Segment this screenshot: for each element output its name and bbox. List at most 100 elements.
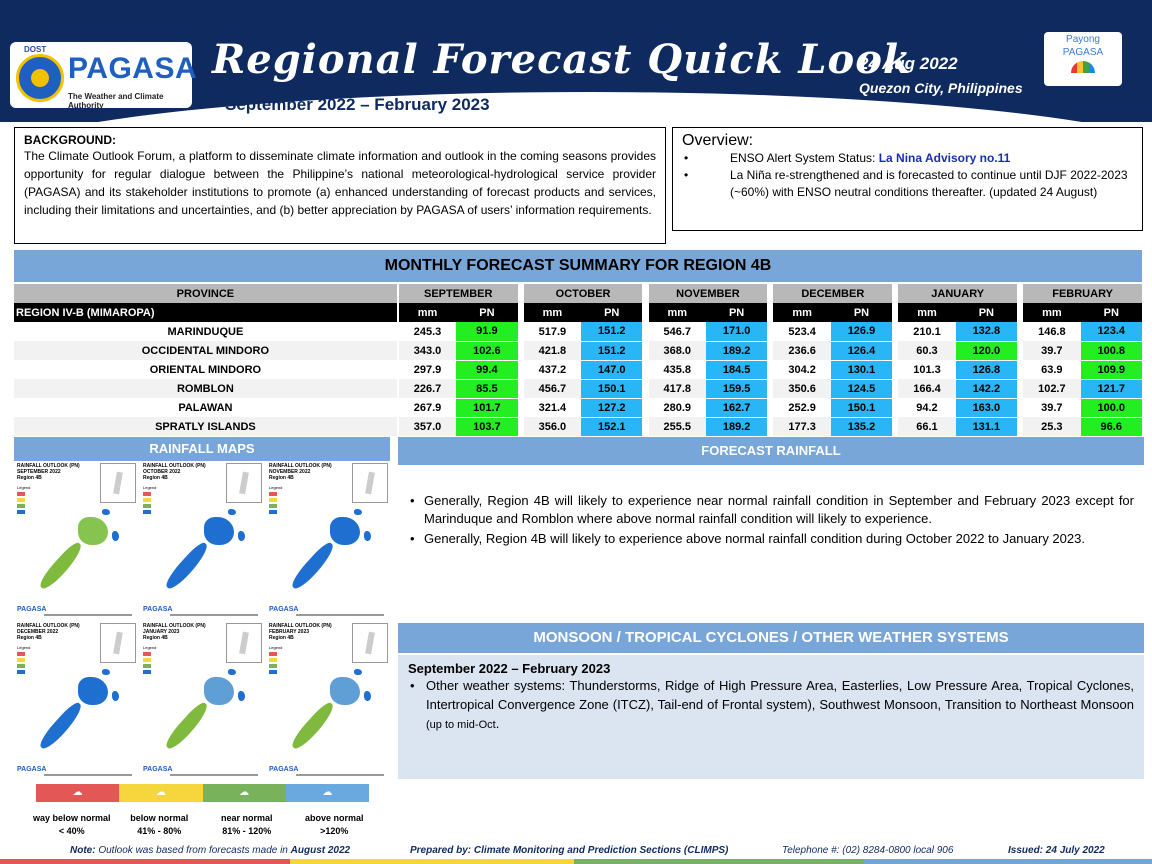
column-gap bbox=[642, 379, 649, 398]
footer-issued: Issued: 24 July 2022 bbox=[1008, 845, 1105, 856]
legend-swatch bbox=[269, 491, 277, 496]
scale-category: way below normal bbox=[32, 813, 111, 823]
legend-swatch bbox=[17, 509, 25, 514]
monsoon-item: Other weather systems: Thunderstorms, Ri… bbox=[408, 676, 1134, 735]
month-header: JANUARY bbox=[898, 284, 1018, 303]
rainfall-map: RAINFALL OUTLOOK (PN) JANUARY 2023 Region … bbox=[140, 621, 264, 779]
column-gap bbox=[767, 303, 774, 322]
header-banner: DOST PAGASA The Weather and Climate Auth… bbox=[0, 0, 1152, 122]
mm-value: 166.4 bbox=[898, 379, 956, 398]
legend-swatch bbox=[17, 663, 25, 668]
column-gap bbox=[396, 379, 399, 398]
romblon-shape bbox=[112, 691, 119, 701]
rainfall-maps-title: RAINFALL MAPS bbox=[14, 437, 390, 461]
mm-value: 280.9 bbox=[663, 401, 691, 414]
header-date: 24 Aug 2022 bbox=[859, 54, 958, 73]
map-region: Region 4B bbox=[17, 475, 42, 481]
map-scale-bar bbox=[170, 614, 258, 616]
rainfall-scale: ☁ ☁ ☁ ☁ bbox=[36, 784, 369, 802]
background-title: BACKGROUND: bbox=[24, 133, 116, 147]
mm-value: 39.7 bbox=[1023, 341, 1081, 360]
scale-label: below normal 41% - 80% bbox=[116, 812, 204, 838]
overview-item: ENSO Alert System Status: La Nina Adviso… bbox=[682, 150, 1133, 167]
province-name: ORIENTAL MINDORO bbox=[149, 363, 262, 376]
mm-value: 368.0 bbox=[648, 341, 706, 360]
month-header: OCTOBER bbox=[523, 284, 643, 303]
romblon-shape bbox=[364, 531, 371, 541]
palawan-shape bbox=[162, 539, 212, 593]
mm-value: 94.2 bbox=[916, 401, 938, 414]
pagasa-logo: DOST PAGASA The Weather and Climate Auth… bbox=[10, 42, 197, 110]
monsoon-item-end: . bbox=[495, 716, 500, 731]
legend-swatch bbox=[143, 491, 151, 496]
pn-value: 100.0 bbox=[1080, 398, 1142, 418]
legend-swatch bbox=[143, 651, 151, 656]
table-header-row: PROVINCE SEPTEMBER OCTOBER NOVEMBER DECEMBER… bbox=[14, 284, 1142, 303]
monsoon-title: MONSOON / TROPICAL CYCLONES / OTHER WEAT… bbox=[398, 623, 1144, 653]
mm-value: 456.7 bbox=[523, 379, 582, 398]
mm-value: 63.9 bbox=[1041, 363, 1063, 376]
rainfall-map: RAINFALL OUTLOOK (PN) DECEMBER 2022 Region… bbox=[14, 621, 138, 779]
mm-header: mm bbox=[1023, 303, 1081, 322]
column-gap bbox=[892, 379, 899, 398]
mm-header: mm bbox=[773, 303, 831, 322]
mm-header: mm bbox=[648, 303, 706, 322]
mm-value: 226.7 bbox=[398, 379, 457, 398]
pn-value: 109.9 bbox=[1080, 360, 1142, 380]
month-header: FEBRUARY bbox=[1023, 284, 1142, 303]
map-legend-title: Legend bbox=[269, 645, 283, 650]
mm-value: 146.8 bbox=[1038, 325, 1066, 338]
scale-category: near normal bbox=[220, 813, 273, 823]
marinduque-shape bbox=[354, 669, 362, 675]
column-gap bbox=[767, 341, 774, 360]
map-month: FEBRUARY 2023 bbox=[269, 629, 310, 635]
map-scale-bar bbox=[44, 614, 132, 616]
map-month: SEPTEMBER 2022 bbox=[17, 469, 61, 475]
column-gap bbox=[767, 284, 774, 303]
forecast-rainfall-item: Generally, Region 4B will likely to expe… bbox=[408, 530, 1134, 548]
logo-tagline: The Weather and Climate Authority bbox=[68, 92, 164, 110]
map-legend-title: Legend bbox=[143, 485, 157, 490]
map-region: Region 4B bbox=[269, 475, 294, 481]
map-legend-title: Legend bbox=[17, 645, 31, 650]
pn-value: 150.1 bbox=[581, 379, 643, 399]
column-gap bbox=[517, 341, 524, 360]
enso-advisory-link[interactable]: La Nina Advisory no.11 bbox=[878, 151, 1011, 165]
map-legend-title: Legend bbox=[269, 485, 283, 490]
map-header: RAINFALL OUTLOOK (PN) DECEMBER 2022 Region… bbox=[17, 623, 80, 641]
column-gap bbox=[517, 303, 524, 322]
overview-list: ENSO Alert System Status: La Nina Adviso… bbox=[682, 150, 1133, 201]
mindoro-shape bbox=[204, 677, 234, 705]
pn-value: 135.2 bbox=[830, 417, 893, 437]
mm-value: 245.3 bbox=[413, 325, 442, 338]
map-scale-bar bbox=[296, 614, 384, 616]
map-legend: Legend bbox=[17, 645, 30, 675]
enso-status-label: ENSO Alert System Status: bbox=[730, 151, 879, 165]
scale-range: < 40% bbox=[58, 826, 85, 836]
pn-value: 150.1 bbox=[830, 398, 893, 418]
column-gap bbox=[396, 341, 399, 360]
rainfall-map: RAINFALL OUTLOOK (PN) FEBRUARY 2023 Region… bbox=[266, 621, 390, 779]
logo-text: PAGASA bbox=[68, 52, 198, 85]
province-name: PALAWAN bbox=[178, 401, 233, 414]
column-gap bbox=[1017, 341, 1024, 360]
map-region: Region 4B bbox=[143, 475, 168, 481]
strip-blue bbox=[864, 859, 1152, 864]
rainfall-map: RAINFALL OUTLOOK (PN) SEPTEMBER 2022 Regio… bbox=[14, 461, 138, 619]
scale-range: 41% - 80% bbox=[137, 826, 182, 836]
mindoro-shape bbox=[78, 677, 108, 705]
overview-title: Overview: bbox=[682, 132, 754, 149]
pn-value: 151.2 bbox=[581, 322, 643, 342]
payong-pagasa-logo: Payong PAGASA bbox=[1044, 32, 1122, 86]
month-header: SEPTEMBER bbox=[398, 284, 518, 303]
column-gap bbox=[396, 284, 399, 303]
monsoon-period: September 2022 – February 2023 bbox=[408, 661, 611, 676]
legend-swatch bbox=[17, 491, 25, 496]
scale-category: below normal bbox=[130, 813, 189, 823]
map-title: RAINFALL OUTLOOK (PN) bbox=[17, 623, 80, 629]
map-legend-title: Legend bbox=[143, 645, 157, 650]
pn-value: 103.7 bbox=[456, 417, 518, 437]
mm-header: mm bbox=[898, 303, 956, 322]
pn-value: 101.7 bbox=[456, 398, 518, 418]
column-gap bbox=[767, 417, 774, 436]
